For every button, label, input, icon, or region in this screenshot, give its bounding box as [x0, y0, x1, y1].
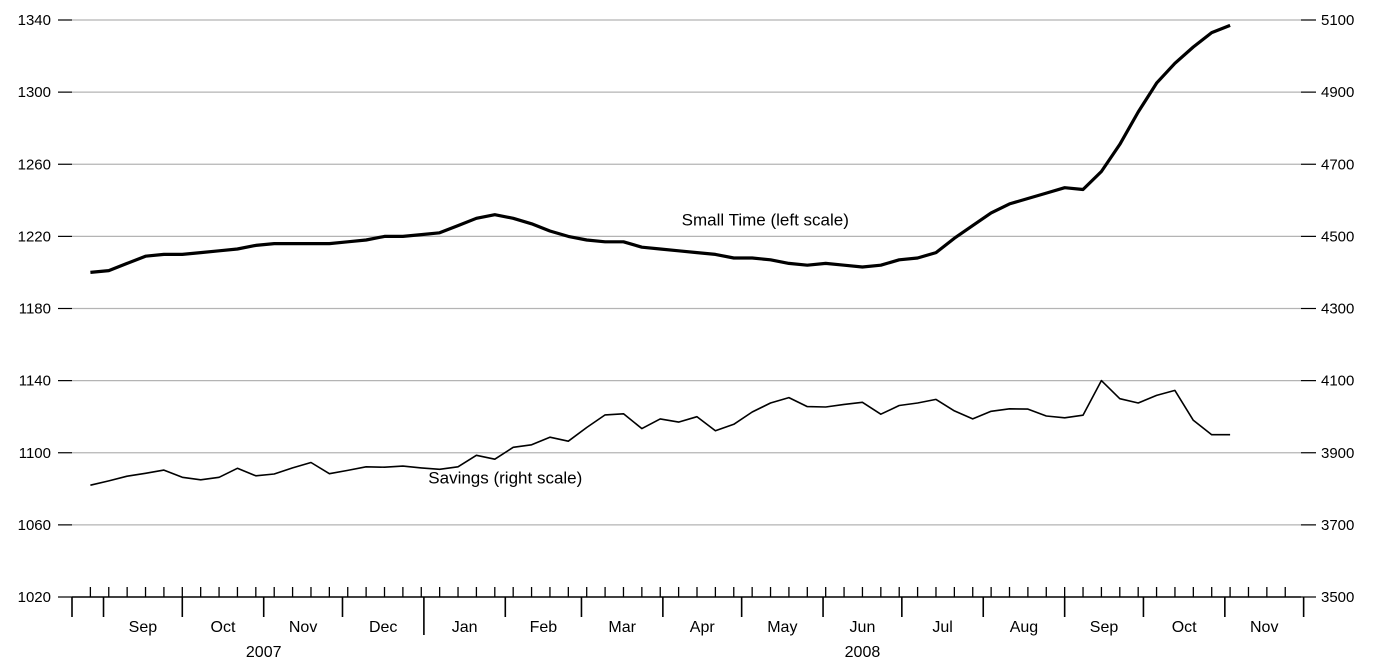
left-tick-label: 1340 [18, 12, 51, 29]
year-label: 2007 [246, 644, 282, 661]
series-lines [90, 23, 1231, 486]
right-tick-label: 3900 [1321, 445, 1354, 462]
right-tick-label: 5100 [1321, 12, 1354, 29]
left-tick-label: 1180 [19, 301, 51, 318]
right-tick-label: 4500 [1321, 228, 1354, 245]
right-tick-label: 4900 [1321, 84, 1354, 101]
right-tick-label: 4300 [1321, 301, 1354, 318]
month-label: Jan [452, 619, 478, 636]
right-tick-label: 4700 [1321, 156, 1354, 173]
month-label: Oct [1172, 619, 1197, 636]
month-label: Oct [211, 619, 236, 636]
month-label: Sep [129, 619, 158, 636]
month-label: Nov [1250, 619, 1278, 636]
month-label: May [767, 619, 797, 636]
right-tick-label: 4100 [1321, 373, 1354, 390]
month-label: Jul [932, 619, 952, 636]
right-axis: 3500 3700 3900 4100 4300 4500 4700 4900 5100 [1301, 12, 1354, 606]
month-label: Nov [289, 619, 317, 636]
right-tick-label: 3500 [1321, 589, 1354, 606]
left-tick-label: 1020 [18, 589, 51, 606]
left-tick-label: 1300 [18, 84, 51, 101]
month-label: Sep [1090, 619, 1119, 636]
series-annotation: Small Time (left scale) [682, 211, 849, 230]
right-tick-label: 3700 [1321, 517, 1354, 534]
series-line-small-time [90, 23, 1231, 274]
left-tick-label: 1220 [18, 228, 51, 245]
left-tick-label: 1260 [18, 156, 51, 173]
x-axis: Sep Oct Nov Dec Jan Feb Mar Apr May Jun Jul Aug Sep O… [71, 587, 1305, 661]
month-label: Feb [530, 619, 558, 636]
gridlines [72, 19, 1301, 526]
month-label: Mar [608, 619, 636, 636]
month-label: Aug [1010, 619, 1038, 636]
series-line-savings [90, 379, 1231, 486]
left-tick-label: 1140 [19, 373, 51, 390]
left-tick-label: 1100 [19, 445, 51, 462]
series-annotations: Small Time (left scale) Savings (right sc… [428, 211, 849, 488]
left-tick-label: 1060 [18, 517, 51, 534]
month-label: Dec [369, 619, 397, 636]
month-label: Jun [850, 619, 876, 636]
series-annotation: Savings (right scale) [428, 468, 582, 487]
year-label: 2008 [845, 644, 881, 661]
left-axis: 1020 1060 1100 1140 1180 1220 1260 1300 1340 [18, 12, 72, 606]
month-label: Apr [690, 619, 716, 636]
